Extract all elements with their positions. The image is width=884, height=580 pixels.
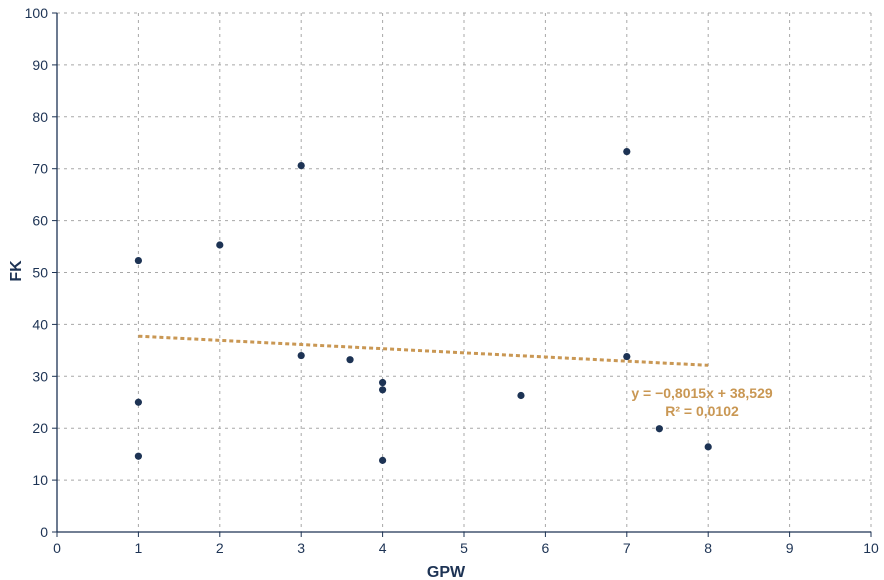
x-tick-label: 9 (786, 540, 794, 556)
data-point-2 (134, 452, 142, 460)
y-tick-label: 30 (32, 368, 48, 384)
x-tick-label: 5 (460, 540, 468, 556)
y-tick-label: 50 (32, 265, 48, 281)
data-point-1 (134, 398, 142, 406)
grid-lines (57, 12, 872, 532)
data-point-4 (297, 161, 305, 170)
x-tick-label: 2 (216, 540, 224, 556)
axes (52, 12, 872, 537)
data-point-5 (297, 351, 305, 360)
x-tick-label: 7 (623, 540, 631, 556)
data-point-6 (346, 356, 354, 364)
y-tick-label: 90 (32, 57, 48, 73)
data-point-7 (379, 378, 387, 387)
trendline-group (138, 334, 709, 367)
data-point-3 (216, 241, 224, 249)
x-tick-label: 1 (135, 540, 143, 556)
trendline-equation: y = −0,8015x + 38,529 (631, 385, 773, 401)
x-axis-title: GPW (427, 564, 466, 580)
x-tick-labels: 0 1 2 3 4 5 6 7 8 9 10 (53, 540, 879, 556)
y-tick-label: 80 (32, 109, 48, 125)
data-point-9 (379, 456, 387, 464)
y-tick-label: 100 (25, 5, 49, 21)
data-point-10 (517, 391, 525, 400)
x-tick-label: 10 (863, 540, 879, 556)
y-tick-labels: 0 10 20 30 40 50 60 70 80 90 100 (25, 5, 49, 540)
y-tick-label: 60 (32, 213, 48, 229)
x-tick-label: 4 (379, 540, 387, 556)
y-axis-title: FK (8, 260, 25, 282)
x-tick-label: 3 (297, 540, 305, 556)
y-tick-label: 70 (32, 161, 48, 177)
data-points (134, 147, 712, 464)
trendline-r-squared: R² = 0,0102 (665, 403, 739, 419)
data-point-12 (623, 352, 631, 361)
x-tick-label: 8 (704, 540, 712, 556)
trendline (138, 334, 709, 367)
data-point-14 (704, 443, 712, 451)
data-point-13 (655, 425, 663, 433)
y-tick-label: 0 (40, 524, 48, 540)
data-point-0 (134, 256, 142, 265)
data-point-11 (623, 147, 631, 156)
y-tick-label: 20 (32, 420, 48, 436)
y-tick-label: 10 (32, 472, 48, 488)
x-tick-label: 0 (53, 540, 61, 556)
data-point-8 (379, 386, 387, 394)
y-tick-label: 40 (32, 316, 48, 332)
x-tick-label: 6 (542, 540, 550, 556)
